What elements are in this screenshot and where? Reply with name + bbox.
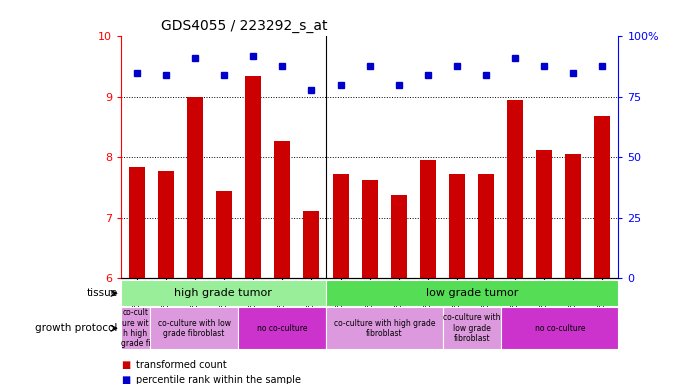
Bar <box>478 174 494 278</box>
Bar <box>216 191 232 278</box>
Bar <box>502 307 618 349</box>
Text: co-cult
ure wit
h high
grade fi: co-cult ure wit h high grade fi <box>121 308 151 348</box>
Text: co-culture with low
grade fibroblast: co-culture with low grade fibroblast <box>158 319 231 338</box>
Bar <box>121 280 325 306</box>
Bar <box>245 76 261 278</box>
Text: no co-culture: no co-culture <box>535 324 585 333</box>
Bar <box>391 195 407 278</box>
Text: tissue: tissue <box>86 288 117 298</box>
Text: transformed count: transformed count <box>136 360 227 370</box>
Bar <box>536 150 552 278</box>
Bar <box>274 141 290 278</box>
Bar <box>158 171 174 278</box>
Bar <box>238 307 325 349</box>
Bar <box>129 167 145 278</box>
Bar <box>507 100 523 278</box>
Text: growth protocol: growth protocol <box>35 323 117 333</box>
Bar <box>449 174 465 278</box>
Text: GDS4055 / 223292_s_at: GDS4055 / 223292_s_at <box>161 19 328 33</box>
Bar <box>565 154 581 278</box>
Text: ■: ■ <box>121 360 130 370</box>
Bar <box>187 97 203 278</box>
Text: ■: ■ <box>121 375 130 384</box>
Text: low grade tumor: low grade tumor <box>426 288 518 298</box>
Bar <box>332 174 348 278</box>
Text: co-culture with high grade
fibroblast: co-culture with high grade fibroblast <box>334 319 435 338</box>
Text: percentile rank within the sample: percentile rank within the sample <box>136 375 301 384</box>
Text: high grade tumor: high grade tumor <box>174 288 272 298</box>
Bar <box>150 307 238 349</box>
Bar <box>594 116 610 278</box>
Bar <box>325 280 618 306</box>
Bar <box>420 161 436 278</box>
Bar <box>443 307 502 349</box>
Bar <box>361 180 378 278</box>
Text: co-culture with
low grade
fibroblast: co-culture with low grade fibroblast <box>444 313 501 343</box>
Bar <box>303 211 319 278</box>
Text: no co-culture: no co-culture <box>256 324 307 333</box>
Bar <box>121 307 150 349</box>
Bar <box>325 307 443 349</box>
